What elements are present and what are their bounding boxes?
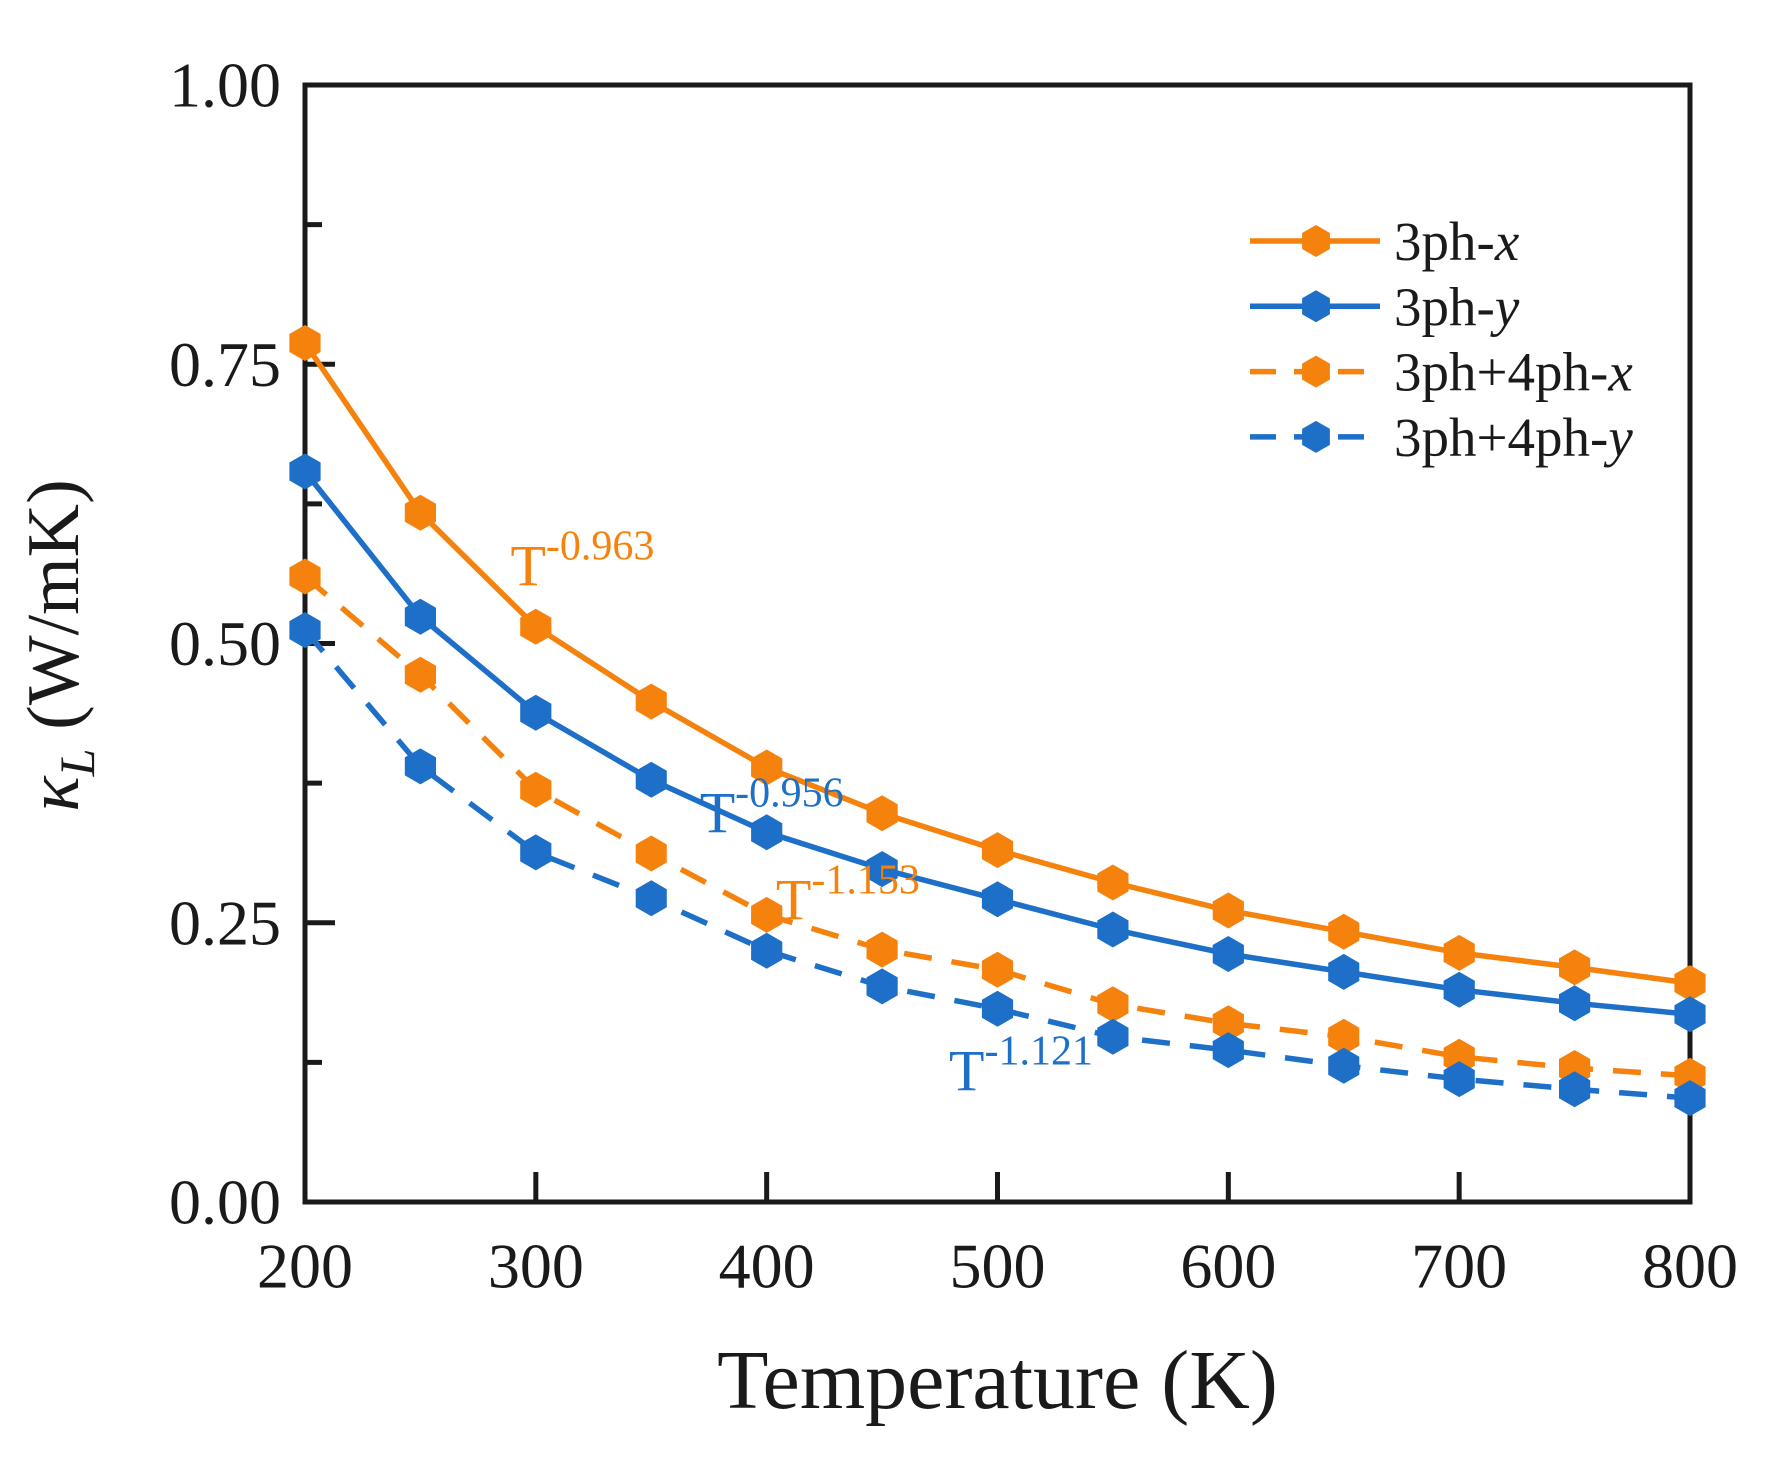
data-point-marker [1443,1061,1475,1098]
data-point-marker [1559,949,1591,986]
data-point-marker [289,325,321,361]
data-point-marker [635,835,667,872]
legend-marker [1302,290,1330,323]
legend-marker [1302,355,1330,388]
legend-item-3ph+4ph-y: 3ph+4ph-y [1250,406,1633,467]
annotation-exponent-1: T-0.963 [510,523,654,598]
data-point-marker [751,749,783,786]
x-tick-label: 200 [257,1231,353,1302]
data-point-marker [1212,1005,1244,1042]
data-point-marker [404,598,436,635]
data-point-marker [1212,936,1244,972]
y-tick-label: 0.75 [169,329,281,400]
data-point-marker [866,851,898,888]
data-point-marker [289,453,321,490]
data-point-marker [1674,1080,1706,1117]
data-point-marker [635,761,667,798]
data-point-marker [1212,892,1244,929]
data-point-marker [1328,1018,1360,1055]
data-point-marker [1097,1018,1129,1055]
data-point-marker [981,990,1014,1027]
data-point-marker [1443,971,1475,1008]
series-3ph-y [289,453,1706,1033]
data-point-marker [1328,913,1360,950]
data-point-marker [520,834,552,871]
data-point-marker [981,832,1014,869]
legend-item-3ph-x: 3ph-x [1250,211,1520,272]
data-point-marker [1328,953,1360,990]
x-tick-label: 700 [1411,1231,1507,1302]
data-point-marker [751,932,783,969]
legend-label: 3ph-x [1394,211,1520,272]
data-point-marker [520,608,552,645]
data-point-marker [1674,965,1706,1002]
y-tick-label: 0.00 [169,1167,281,1238]
data-point-marker [635,683,667,720]
data-point-marker [404,494,436,531]
annotation-exponent-4: T-1.121 [949,1028,1093,1103]
annotation-exponent-2: T-0.956 [700,770,844,845]
data-point-marker [1097,911,1129,948]
series-3ph+4ph-y [289,612,1706,1117]
legend-item-3ph-y: 3ph-y [1250,276,1520,337]
data-point-marker [866,968,898,1005]
data-point-marker [866,931,898,968]
data-point-marker [520,694,552,731]
x-tick-label: 800 [1642,1231,1738,1302]
y-tick-label: 0.25 [169,887,281,958]
data-point-marker [289,558,321,595]
x-tick-label: 600 [1180,1231,1276,1302]
data-point-marker [1674,996,1706,1033]
data-point-marker [1097,986,1129,1023]
y-axis-title: κL (W/mK) [13,479,105,812]
data-point-marker [981,951,1014,988]
data-point-marker [404,748,436,785]
data-point-marker [635,880,667,917]
data-point-marker [1097,864,1129,901]
x-axis-title: Temperature (K) [717,1334,1278,1427]
series-3ph-x [289,325,1706,1002]
x-tick-label: 400 [719,1231,815,1302]
data-point-marker [289,612,321,649]
data-point-marker [1559,1071,1591,1108]
data-point-marker [751,814,783,851]
legend-label: 3ph+4ph-x [1394,341,1633,402]
data-point-marker [1559,985,1591,1022]
data-point-marker [981,881,1014,918]
y-tick-label: 1.00 [169,50,281,121]
data-point-marker [404,656,436,693]
legend-marker [1302,420,1330,453]
data-point-marker [1443,934,1475,971]
data-point-marker [520,771,552,808]
x-tick-label: 300 [488,1231,584,1302]
x-tick-label: 500 [950,1231,1046,1302]
data-point-marker [866,795,898,832]
data-point-marker [751,896,783,933]
y-tick-label: 0.50 [169,608,281,679]
annotation-exponent-3: T-1.153 [776,857,920,932]
legend-marker [1302,225,1330,257]
data-point-marker [1328,1047,1360,1084]
legend-item-3ph+4ph-x: 3ph+4ph-x [1250,341,1633,402]
legend-label: 3ph-y [1394,276,1520,337]
data-point-marker [1212,1032,1244,1069]
legend-label: 3ph+4ph-y [1394,406,1633,467]
axis-ticks: 200 300 400 500 600 700 800 0.00 0.25 0.50 0.75 1.0… [169,50,1738,1302]
